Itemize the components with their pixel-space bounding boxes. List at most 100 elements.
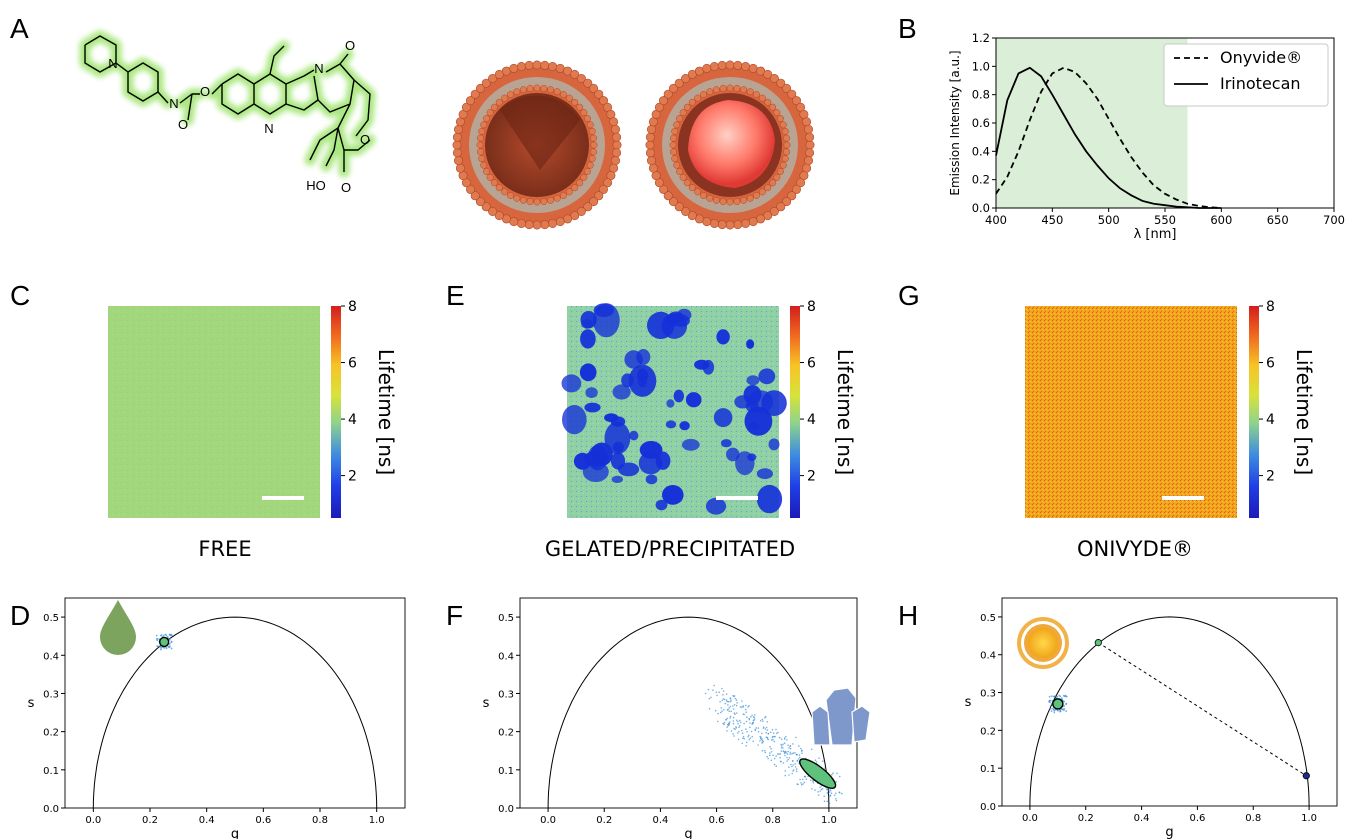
lifetime-colorbars: 8 6 4 2 Lifetime [ns] 8 6 4 2 Lifetime [ns] 8 6 4 2 Li… (331, 299, 1316, 518)
y-tick-label: 0.5 (980, 613, 996, 624)
x-axis-label: g (684, 827, 692, 839)
scale-bar (1162, 496, 1204, 500)
colorbar-tick-label: 8 (348, 299, 357, 315)
scale-bar (262, 496, 304, 500)
x-tick-label: 650 (1267, 213, 1289, 227)
y-tick-label: 0.5 (498, 613, 514, 624)
caption-onivyde: ONIVYDE® (1077, 537, 1193, 561)
tie-line (1098, 642, 1307, 777)
phasor-cluster (155, 633, 173, 651)
y-tick-label: 0.1 (980, 764, 996, 775)
y-tick-label: 0.0 (43, 804, 59, 815)
phasor-cluster (704, 684, 843, 805)
atom-n2: N (169, 96, 178, 111)
x-tick-label: 700 (1323, 213, 1345, 227)
y-axis-label: s (28, 696, 35, 711)
x-tick-label: 0.0 (85, 815, 101, 826)
y-axis-label: s (965, 695, 972, 710)
colorbar-tick-label: 6 (348, 356, 357, 372)
y-tick-label: 0.2 (498, 728, 514, 739)
phasor-cluster (1048, 694, 1068, 714)
x-tick-label: 0.8 (312, 815, 328, 826)
x-tick-label: 0.6 (1189, 813, 1205, 824)
y-tick-label: 0.1 (498, 766, 514, 777)
panel-label-d: D (10, 600, 30, 631)
droplet-icon (100, 600, 136, 655)
colorbar-tick-label: 2 (807, 469, 816, 485)
onivyde-lifetime-image (1025, 306, 1237, 518)
y-tick-label: 0.4 (498, 651, 514, 662)
liposome-icon (1017, 617, 1069, 669)
x-tick-label: 0.8 (1245, 813, 1261, 824)
panel-label-f: F (446, 600, 463, 631)
atom-o-carbonyl2: O (345, 38, 355, 53)
panel-label-g: G (898, 280, 920, 311)
atom-n4: N (314, 61, 323, 76)
colorbar (1249, 306, 1259, 518)
x-tick-label: 0.4 (199, 815, 215, 826)
universal-semicircle (547, 616, 830, 809)
y-tick-label: 0.2 (972, 173, 990, 187)
x-tick-label: 1.0 (1301, 813, 1317, 824)
y-tick-label: 0.3 (498, 689, 514, 700)
x-tick-label: 0.8 (765, 815, 781, 826)
colorbar-tick-label: 2 (1266, 469, 1275, 485)
y-tick-label: 1.0 (972, 59, 990, 73)
shaded-region (996, 38, 1188, 208)
atom-o-ester: O (200, 84, 210, 99)
atom-n3: N (264, 121, 273, 136)
scale-bar (716, 496, 758, 500)
y-tick-label: 0.2 (980, 726, 996, 737)
phasor-plot-gelated: 0.0 0.2 0.4 0.6 0.8 1.0 0.0 0.1 0.2 0.3 0.4 0.5 g s (483, 597, 858, 839)
colorbar-label: Lifetime [ns] (374, 349, 398, 475)
y-tick-label: 0.6 (972, 116, 990, 130)
endpoint-bound (1302, 772, 1310, 780)
panel-label-c: C (10, 280, 30, 311)
panel-label-e: E (446, 280, 465, 311)
colorbar (790, 306, 800, 518)
x-tick-label: 1.0 (369, 815, 385, 826)
x-tick-label: 400 (985, 213, 1007, 227)
atom-n1: N (108, 56, 117, 71)
colorbar-tick-label: 8 (807, 299, 816, 315)
colorbar-label: Lifetime [ns] (1292, 349, 1316, 475)
x-tick-label: 550 (1154, 213, 1176, 227)
colorbar-label: Lifetime [ns] (833, 349, 857, 475)
universal-semicircle (1029, 616, 1310, 807)
irinotecan-structure: N N N N O O O O O HO (79, 30, 376, 195)
y-tick-label: 0.1 (43, 766, 59, 777)
y-tick-label: 1.2 (972, 31, 990, 45)
y-tick-label: 0.5 (43, 613, 59, 624)
x-tick-label: 0.4 (652, 815, 668, 826)
x-tick-label: 0.2 (1078, 813, 1094, 824)
atom-o-carbonyl1: O (178, 117, 188, 132)
panel-label-a: A (10, 13, 29, 44)
empty-liposome-illustration (452, 60, 622, 230)
phasor-plot-free: 0.0 0.2 0.4 0.6 0.8 1.0 0.0 0.1 0.2 0.3 0.4 0.5 g s (28, 597, 406, 839)
x-tick-label: 0.0 (1022, 813, 1038, 824)
colorbar-tick-label: 4 (348, 412, 357, 428)
x-tick-label: 0.6 (709, 815, 725, 826)
x-tick-label: 500 (1098, 213, 1120, 227)
series-line (995, 66, 1222, 209)
x-tick-label: 1.0 (821, 815, 837, 826)
atom-o-ring: O (360, 132, 370, 147)
y-tick-label: 0.2 (43, 728, 59, 739)
y-tick-label: 0.4 (980, 651, 996, 662)
atom-o-carbonyl3: O (341, 180, 351, 195)
x-tick-label: 0.6 (255, 815, 271, 826)
colorbar-tick-label: 2 (348, 469, 357, 485)
colorbar-tick-label: 4 (1266, 412, 1275, 428)
y-axis-label: s (483, 696, 490, 711)
x-tick-label: 450 (1041, 213, 1063, 227)
x-tick-label: 0.0 (540, 815, 556, 826)
y-tick-label: 0.3 (980, 689, 996, 700)
legend-box (1163, 43, 1329, 107)
y-tick-label: 0.0 (980, 802, 996, 813)
x-axis-label: g (1165, 825, 1173, 839)
x-tick-label: 0.2 (596, 815, 612, 826)
y-tick-label: 0.3 (43, 689, 59, 700)
y-tick-label: 0.8 (972, 88, 990, 102)
gelated-lifetime-image (561, 303, 787, 518)
